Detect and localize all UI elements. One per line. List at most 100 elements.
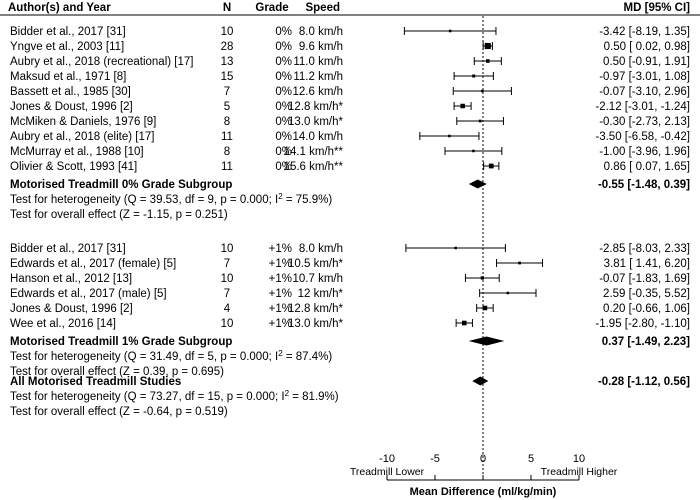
study-speed: 12.6 km/h [293, 86, 344, 98]
study-label: Aubry et al., 2018 (elite) [17] [10, 131, 154, 143]
study-label: Bidder et al., 2017 [31] [10, 243, 126, 255]
header-study: Author(s) and Year [8, 2, 111, 14]
overall-effect-test: Test for overall effect (Z = -0.64, p = … [10, 406, 228, 418]
summary-diamond [468, 336, 505, 346]
study-label: Yngve et al., 2003 [11] [10, 41, 124, 53]
study-speed: 12.8 km/h* [288, 101, 343, 113]
study-speed: 10.7 km/h [293, 273, 344, 285]
header-grade: Grade [255, 2, 288, 14]
point-estimate [484, 42, 491, 50]
x-tick-label: 5 [528, 453, 534, 465]
study-row: McMiken & Daniels, 1976 [9] 8 0%13.0 km/h*… [10, 116, 690, 128]
study-n: 8 [224, 146, 230, 158]
study-row: Bassett et al., 1985 [30] 7 0% 12.6 km/h -0.… [10, 86, 690, 98]
direction-left-label: Treadmill Lower [350, 466, 425, 478]
effect-ci-text: -1.95 [-2.80, -1.10] [595, 318, 690, 330]
study-label: McMiken & Daniels, 1976 [9] [10, 116, 156, 128]
study-row: Aubry et al., 2018 (elite) [17] 11 0% 14.0 … [10, 131, 690, 143]
point-estimate [486, 59, 490, 63]
study-speed: 8.0 km/h [299, 26, 343, 38]
point-estimate [460, 103, 465, 109]
effect-ci-text: -1.00 [-3.96, 1.96] [599, 146, 690, 158]
study-label: Bidder et al., 2017 [31] [10, 26, 126, 38]
study-label: Olivier & Scott, 1993 [41] [10, 161, 137, 173]
study-label: Jones & Doust, 1996 [2] [10, 303, 133, 315]
effect-ci-text: 3.81 [ 1.41, 6.20] [604, 258, 690, 270]
point-estimate [480, 276, 484, 280]
study-label: Edwards et al., 2017 (female) [5] [10, 258, 176, 270]
study-label: Hanson et al., 2012 [13] [10, 273, 132, 285]
study-n: 13 [221, 56, 234, 68]
summary-label: Motorised Treadmill 1% Grade Subgroup [10, 336, 232, 348]
effect-ci-text: -3.42 [-8.19, 1.35] [599, 26, 690, 38]
study-grade: 0% [275, 131, 292, 143]
study-n: 5 [224, 101, 230, 113]
x-axis-ticks [386, 475, 580, 480]
effect-ci-text: -2.85 [-8.03, 2.33] [599, 243, 690, 255]
point-estimate [481, 89, 484, 93]
effect-ci-text: -0.30 [-2.73, 2.13] [599, 116, 690, 128]
study-n: 7 [224, 258, 230, 270]
effect-ci-text: 2.59 [-0.35, 5.52] [603, 288, 690, 300]
point-estimate [518, 261, 521, 265]
point-estimate [448, 29, 452, 33]
point-estimate [454, 246, 457, 250]
study-n: 7 [224, 86, 230, 98]
study-n: 10 [221, 318, 234, 330]
subgroup-summary: Motorised Treadmill 1% Grade Subgroup 0.3… [10, 336, 690, 348]
summary-effect-text: -0.55 [-1.48, 0.39] [598, 179, 690, 191]
study-label: Aubry et al., 2018 (recreational) [17] [10, 56, 193, 68]
point-estimate [488, 163, 494, 169]
study-n: 11 [221, 131, 233, 143]
study-speed: 10.5 km/h* [288, 258, 343, 270]
overall-effect-test: Test for overall effect (Z = 0.39, p = 0… [10, 366, 224, 378]
study-label: Edwards et al., 2017 (male) [5] [10, 288, 167, 300]
study-grade: 0% [275, 116, 292, 128]
study-label: Wee et al., 2016 [14] [10, 318, 116, 330]
study-speed: 11.0 km/h [293, 56, 343, 68]
study-n: 28 [221, 41, 234, 53]
header-speed: Speed [305, 2, 340, 14]
heterogeneity-test: Test for heterogeneity (Q = 73.27, df = … [10, 389, 339, 403]
study-n: 10 [221, 26, 234, 38]
summary-label: Motorised Treadmill 0% Grade Subgroup [10, 179, 232, 191]
study-grade: 0% [275, 71, 292, 83]
overall-effect-test: Test for overall effect (Z = -1.15, p = … [10, 209, 228, 221]
study-n: 7 [224, 288, 230, 300]
study-n: 4 [224, 303, 231, 315]
header-n: N [223, 2, 231, 14]
summary-effect-text: 0.37 [-1.49, 2.23] [602, 336, 690, 348]
study-speed: 11.2 km/h [293, 71, 343, 83]
point-estimate [461, 320, 467, 326]
study-grade: 0% [275, 26, 292, 38]
study-speed: 15.6 km/h** [284, 161, 344, 173]
study-speed: 14.1 km/h** [284, 146, 344, 158]
study-grade: 0% [275, 161, 292, 173]
point-estimate [506, 291, 510, 295]
study-grade: +1% [269, 258, 292, 270]
effect-ci-text: -0.07 [-1.83, 1.69] [599, 273, 690, 285]
study-speed: 8.0 km/h [299, 243, 343, 255]
point-estimate [448, 134, 451, 138]
study-row: Olivier & Scott, 1993 [41] 11 0%15.6 km/h*… [10, 161, 690, 173]
effect-ci-text: 0.86 [ 0.07, 1.65] [604, 161, 690, 173]
study-grade: +1% [269, 288, 292, 300]
study-label: Bassett et al., 1985 [30] [10, 86, 131, 98]
summary-effect-text: -0.28 [-1.12, 0.56] [598, 376, 690, 388]
study-label: Maksud et al., 1971 [8] [10, 71, 126, 83]
study-grade: 0% [275, 146, 292, 158]
study-grade: +1% [269, 318, 292, 330]
effect-ci-text: -0.97 [-3.01, 1.08] [599, 71, 690, 83]
study-row: Yngve et al., 2003 [11] 28 0% 9.6 km/h 0.50 … [10, 41, 690, 53]
study-speed: 12.8 km/h* [288, 303, 343, 315]
study-n: 15 [221, 71, 234, 83]
study-speed: 13.0 km/h* [288, 116, 343, 128]
effect-ci-text: -3.50 [-6.58, -0.42] [595, 131, 690, 143]
study-row: Edwards et al., 2017 (male) [5] 7 +1% 12 km… [10, 288, 690, 300]
study-row: Aubry et al., 2018 (recreational) [17] 13… [10, 56, 690, 68]
study-label: McMurray et al., 1988 [10] [10, 146, 144, 158]
heterogeneity-test: Test for heterogeneity (Q = 31.49, df = … [10, 349, 332, 363]
effect-ci-text: -2.12 [-3.01, -1.24] [595, 101, 690, 113]
study-speed: 12 km/h* [298, 288, 344, 300]
